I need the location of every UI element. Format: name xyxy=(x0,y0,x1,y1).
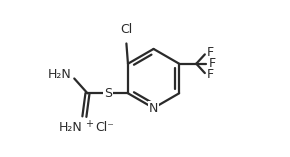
Text: F: F xyxy=(209,57,216,70)
Text: Cl⁻: Cl⁻ xyxy=(95,121,114,133)
Text: +: + xyxy=(85,119,93,129)
Text: Cl: Cl xyxy=(120,23,133,36)
Text: S: S xyxy=(104,87,112,100)
Text: F: F xyxy=(207,68,214,81)
Text: H₂N: H₂N xyxy=(47,68,71,81)
Text: F: F xyxy=(207,46,214,59)
Text: N: N xyxy=(149,102,158,115)
Text: H₂N: H₂N xyxy=(58,121,82,133)
